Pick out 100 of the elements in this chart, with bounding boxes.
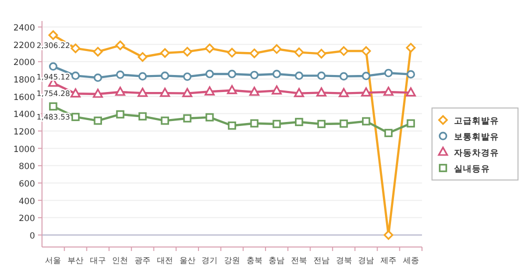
point bbox=[227, 85, 237, 94]
point bbox=[116, 110, 124, 118]
point bbox=[249, 86, 260, 96]
x-tick-label: 강원 bbox=[224, 256, 240, 265]
point bbox=[138, 72, 147, 81]
point bbox=[160, 116, 170, 125]
point bbox=[206, 113, 214, 122]
point bbox=[93, 46, 103, 56]
x-tick-label: 대구 bbox=[90, 256, 106, 265]
point bbox=[272, 85, 282, 94]
legend-label: 고급휘발유 bbox=[454, 116, 499, 126]
y-tick-label: 1800 bbox=[13, 76, 35, 86]
point bbox=[338, 88, 349, 98]
y-tick-label: 2400 bbox=[13, 24, 35, 34]
point bbox=[338, 46, 349, 56]
point bbox=[138, 88, 148, 97]
x-tick-label: 광주 bbox=[134, 256, 151, 265]
point bbox=[204, 44, 214, 54]
legend-label: 보통휘발유 bbox=[454, 132, 499, 142]
x-tick-label: 세종 bbox=[402, 256, 419, 265]
legend-label: 실내등유 bbox=[454, 164, 490, 174]
point bbox=[316, 48, 326, 58]
point bbox=[383, 86, 394, 96]
point bbox=[48, 30, 58, 40]
point bbox=[294, 72, 304, 80]
point bbox=[70, 44, 80, 54]
point bbox=[317, 120, 326, 128]
point bbox=[138, 112, 147, 120]
point bbox=[406, 119, 415, 128]
point bbox=[294, 118, 304, 126]
point bbox=[94, 116, 102, 125]
x-tick-label: 전남 bbox=[313, 256, 330, 265]
point bbox=[361, 87, 372, 96]
point bbox=[361, 46, 371, 56]
point bbox=[138, 52, 148, 62]
point bbox=[316, 87, 326, 96]
x-tick-label: 대전 bbox=[156, 256, 173, 265]
y-tick-label: 1600 bbox=[13, 92, 35, 103]
x-tick-label: 부산 bbox=[68, 256, 84, 265]
x-tick-label: 경북 bbox=[336, 256, 352, 265]
point bbox=[94, 74, 102, 82]
point bbox=[71, 112, 80, 122]
point bbox=[115, 86, 126, 96]
x-tick-label: 경남 bbox=[358, 256, 374, 265]
y-tick-label: 800 bbox=[18, 162, 35, 172]
point bbox=[272, 44, 282, 54]
point bbox=[48, 62, 58, 71]
point bbox=[272, 120, 281, 128]
point bbox=[362, 72, 370, 80]
x-tick-label: 전북 bbox=[291, 256, 308, 265]
point bbox=[340, 72, 348, 81]
point bbox=[49, 102, 58, 111]
y-tick-label: 1000 bbox=[13, 144, 35, 155]
point bbox=[70, 88, 81, 98]
x-tick-label: 충남 bbox=[268, 256, 285, 265]
point bbox=[250, 70, 259, 80]
point bbox=[228, 122, 236, 130]
point bbox=[250, 119, 258, 128]
point bbox=[160, 88, 170, 97]
point bbox=[205, 70, 214, 78]
point bbox=[183, 72, 192, 81]
point bbox=[294, 88, 304, 98]
point bbox=[160, 48, 170, 58]
point bbox=[317, 72, 326, 80]
y-tick-label: 2200 bbox=[13, 40, 35, 51]
point bbox=[384, 230, 394, 240]
point bbox=[71, 72, 80, 80]
point bbox=[272, 70, 281, 78]
y-tick-label: 2000 bbox=[13, 58, 35, 68]
y-tick-label: 1200 bbox=[13, 128, 35, 138]
point bbox=[228, 70, 236, 78]
point bbox=[294, 48, 304, 58]
y-tick-label: 1400 bbox=[13, 110, 35, 120]
x-tick-label: 서울 bbox=[45, 256, 62, 265]
point bbox=[340, 120, 348, 128]
point bbox=[406, 87, 416, 96]
y-tick-label: 600 bbox=[18, 180, 35, 190]
x-tick-label: 제주 bbox=[380, 256, 396, 265]
y-tick-label: 400 bbox=[18, 196, 35, 207]
point bbox=[183, 114, 192, 122]
point bbox=[227, 48, 237, 58]
point bbox=[362, 117, 370, 126]
point bbox=[160, 72, 170, 80]
legend-label: 자동차경유 bbox=[454, 148, 499, 158]
x-tick-label: 울산 bbox=[179, 256, 196, 265]
point bbox=[92, 88, 103, 98]
point bbox=[116, 70, 124, 79]
point bbox=[406, 70, 416, 79]
point bbox=[250, 48, 260, 58]
x-tick-label: 인천 bbox=[112, 256, 128, 265]
point bbox=[182, 88, 192, 98]
y-tick-label: 200 bbox=[18, 214, 35, 224]
x-tick-label: 경기 bbox=[202, 256, 218, 265]
point bbox=[115, 40, 126, 50]
point bbox=[384, 68, 393, 78]
y-tick-label: 0 bbox=[30, 232, 35, 242]
x-tick-label: 충북 bbox=[246, 256, 262, 265]
point bbox=[182, 46, 192, 56]
point bbox=[204, 86, 215, 96]
point bbox=[406, 42, 416, 53]
